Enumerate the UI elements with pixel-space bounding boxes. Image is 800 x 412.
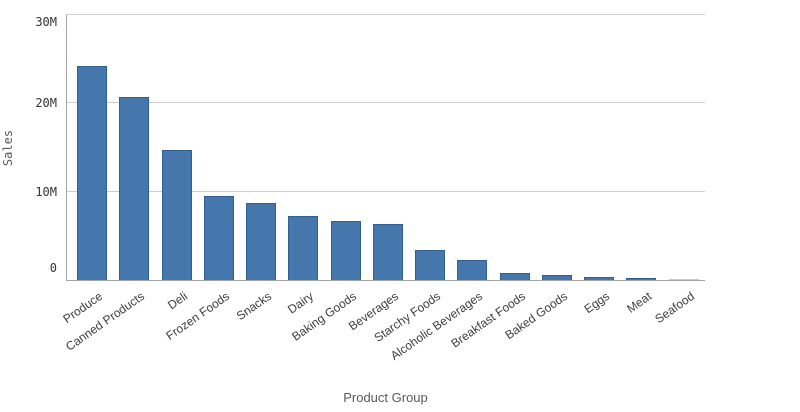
bar-eggs[interactable]: [584, 277, 614, 280]
y-gridline: [66, 190, 705, 192]
y-axis-title: Sales: [1, 129, 15, 167]
y-tick-label: 20M: [35, 96, 57, 110]
bar-snacks[interactable]: [246, 203, 276, 280]
category-label-canned-products[interactable]: Canned Products: [63, 289, 148, 354]
x-axis-title: Product Group: [343, 390, 428, 405]
x-axis-line: [66, 280, 705, 281]
bar-seafood[interactable]: [669, 279, 699, 280]
category-label-snacks[interactable]: Snacks: [233, 289, 275, 324]
y-axis-line: [66, 15, 67, 280]
category-label-seafood[interactable]: Seafood: [652, 289, 698, 327]
y-gridline: [66, 102, 705, 104]
bar-produce[interactable]: [77, 66, 107, 280]
bar-alcoholic-beverages[interactable]: [457, 260, 487, 280]
y-tick-label: 30M: [35, 15, 57, 29]
bar-beverages[interactable]: [373, 224, 403, 280]
y-tick-label: 0: [49, 261, 57, 275]
bar-canned-products[interactable]: [119, 97, 149, 280]
y-gridline: [66, 14, 705, 15]
bar-dairy[interactable]: [288, 216, 318, 280]
bar-meat[interactable]: [626, 278, 656, 280]
bar-deli[interactable]: [162, 150, 192, 280]
bar-breakfast-foods[interactable]: [500, 273, 530, 280]
category-label-meat[interactable]: Meat: [624, 289, 655, 316]
bar-baked-goods[interactable]: [542, 275, 572, 280]
y-tick-label: 10M: [35, 185, 57, 199]
bar-baking-goods[interactable]: [331, 221, 361, 280]
bar-frozen-foods[interactable]: [204, 196, 234, 280]
category-label-dairy[interactable]: Dairy: [285, 289, 317, 317]
bar-starchy-foods[interactable]: [415, 250, 445, 280]
category-label-deli[interactable]: Deli: [165, 289, 191, 313]
category-label-eggs[interactable]: Eggs: [581, 289, 613, 317]
